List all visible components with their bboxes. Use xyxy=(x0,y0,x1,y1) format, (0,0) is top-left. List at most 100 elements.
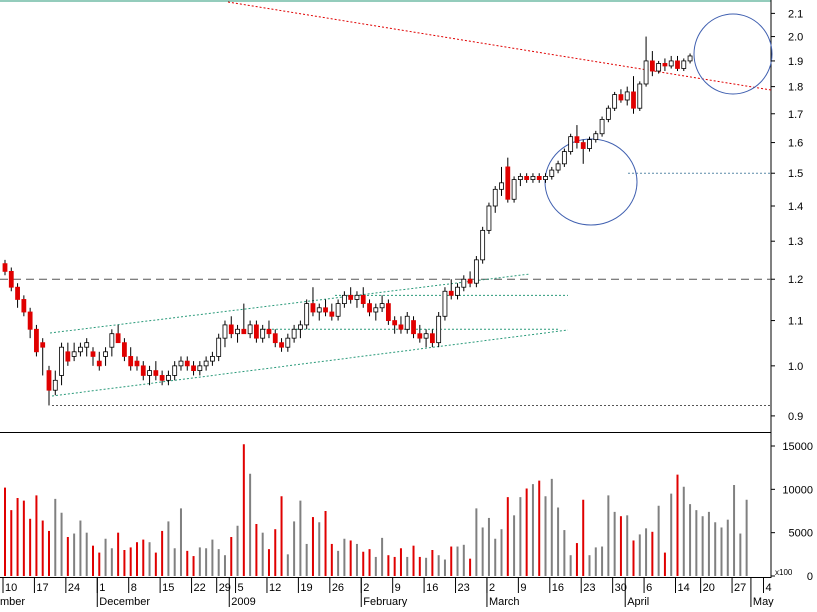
candle xyxy=(643,36,649,87)
candle xyxy=(329,303,335,321)
candle xyxy=(511,176,517,203)
x-day-label: 23 xyxy=(458,582,470,594)
candle xyxy=(52,370,58,396)
candle-body xyxy=(624,91,630,101)
candle xyxy=(178,356,184,371)
x-day-label: 15 xyxy=(162,582,174,594)
volume-multiplier-label: x100 xyxy=(775,568,793,577)
candle-body xyxy=(297,324,303,330)
candle xyxy=(203,356,209,371)
candle-body xyxy=(27,311,33,330)
candle-body xyxy=(360,294,366,304)
candle xyxy=(618,89,624,103)
x-month-label: May xyxy=(753,596,774,607)
candle xyxy=(128,347,134,371)
x-day-label: 5 xyxy=(238,582,244,594)
candle-body xyxy=(687,55,693,62)
candle-body xyxy=(172,365,178,376)
candle xyxy=(411,316,416,339)
candle-body xyxy=(467,278,473,284)
price-tick-label: 1.8 xyxy=(788,82,803,94)
x-day-label: 26 xyxy=(332,582,344,594)
candle xyxy=(467,271,473,288)
candle xyxy=(304,299,310,330)
candle-body xyxy=(166,375,171,381)
candle xyxy=(335,299,341,321)
candle xyxy=(612,91,618,111)
candle-body xyxy=(555,163,561,171)
candle-body xyxy=(96,360,102,367)
candle-body xyxy=(605,107,611,120)
candle-body xyxy=(348,294,354,300)
candle-body xyxy=(473,259,479,284)
candle-body xyxy=(134,360,140,367)
candle-body xyxy=(668,60,674,67)
candle-body xyxy=(128,356,134,367)
candle-body xyxy=(505,166,511,200)
candle xyxy=(373,303,379,321)
candle xyxy=(599,116,605,137)
candle xyxy=(448,279,454,300)
x-day-label: 16 xyxy=(552,582,564,594)
candle xyxy=(103,347,108,366)
candle xyxy=(631,76,636,114)
x-day-label: 19 xyxy=(300,582,312,594)
candle-body xyxy=(178,360,184,367)
x-day-label: 8 xyxy=(131,582,137,594)
candle xyxy=(216,333,222,362)
candle xyxy=(549,166,555,180)
price-tick-label: 0.9 xyxy=(788,411,803,423)
volume-layer xyxy=(4,444,748,576)
x-month-label: March xyxy=(489,596,520,607)
candle xyxy=(184,356,190,371)
candle xyxy=(247,320,253,339)
x-month-label: April xyxy=(627,596,649,607)
candle xyxy=(555,160,561,174)
candle xyxy=(84,338,90,357)
candle xyxy=(316,303,322,321)
candle-body xyxy=(561,151,567,165)
candle xyxy=(140,361,146,381)
candle-body xyxy=(210,356,215,362)
candle xyxy=(115,324,121,344)
candle-body xyxy=(448,290,454,296)
candle-body xyxy=(486,205,492,231)
x-day-label: 22 xyxy=(194,582,206,594)
candle xyxy=(90,347,96,366)
x-day-label: 27 xyxy=(734,582,746,594)
candle-body xyxy=(197,365,203,372)
y-axis: 0.9 1.0 1.1 1.2 1.3 1.4 1.5 1.6 1.7 1.8 1.9 2.0 2.1 0… xyxy=(771,8,813,583)
candle-body xyxy=(147,370,152,376)
candle-body xyxy=(436,315,442,344)
x-day-label: 10 xyxy=(5,582,17,594)
candle xyxy=(21,295,27,317)
candle xyxy=(423,329,429,348)
candle-body xyxy=(492,188,498,207)
candle xyxy=(46,365,52,406)
candle xyxy=(442,287,448,321)
x-day-label: 16 xyxy=(426,582,438,594)
candle xyxy=(668,55,674,69)
candle xyxy=(241,303,247,335)
candle-body xyxy=(52,379,58,391)
candle-body xyxy=(323,307,328,313)
candle xyxy=(587,136,592,152)
candle xyxy=(228,316,234,339)
candle xyxy=(272,329,278,348)
candle xyxy=(297,320,303,339)
candle-body xyxy=(235,328,240,335)
candle xyxy=(637,81,643,111)
candle xyxy=(436,312,442,348)
candle-body xyxy=(8,270,14,288)
candle-body xyxy=(618,94,624,101)
candle xyxy=(15,283,20,308)
candle xyxy=(40,338,46,376)
candle xyxy=(524,173,530,183)
candle xyxy=(348,287,354,304)
candle-body xyxy=(285,337,291,348)
candle-body xyxy=(662,63,668,67)
candle-body xyxy=(15,286,20,300)
candle-body xyxy=(140,365,146,376)
